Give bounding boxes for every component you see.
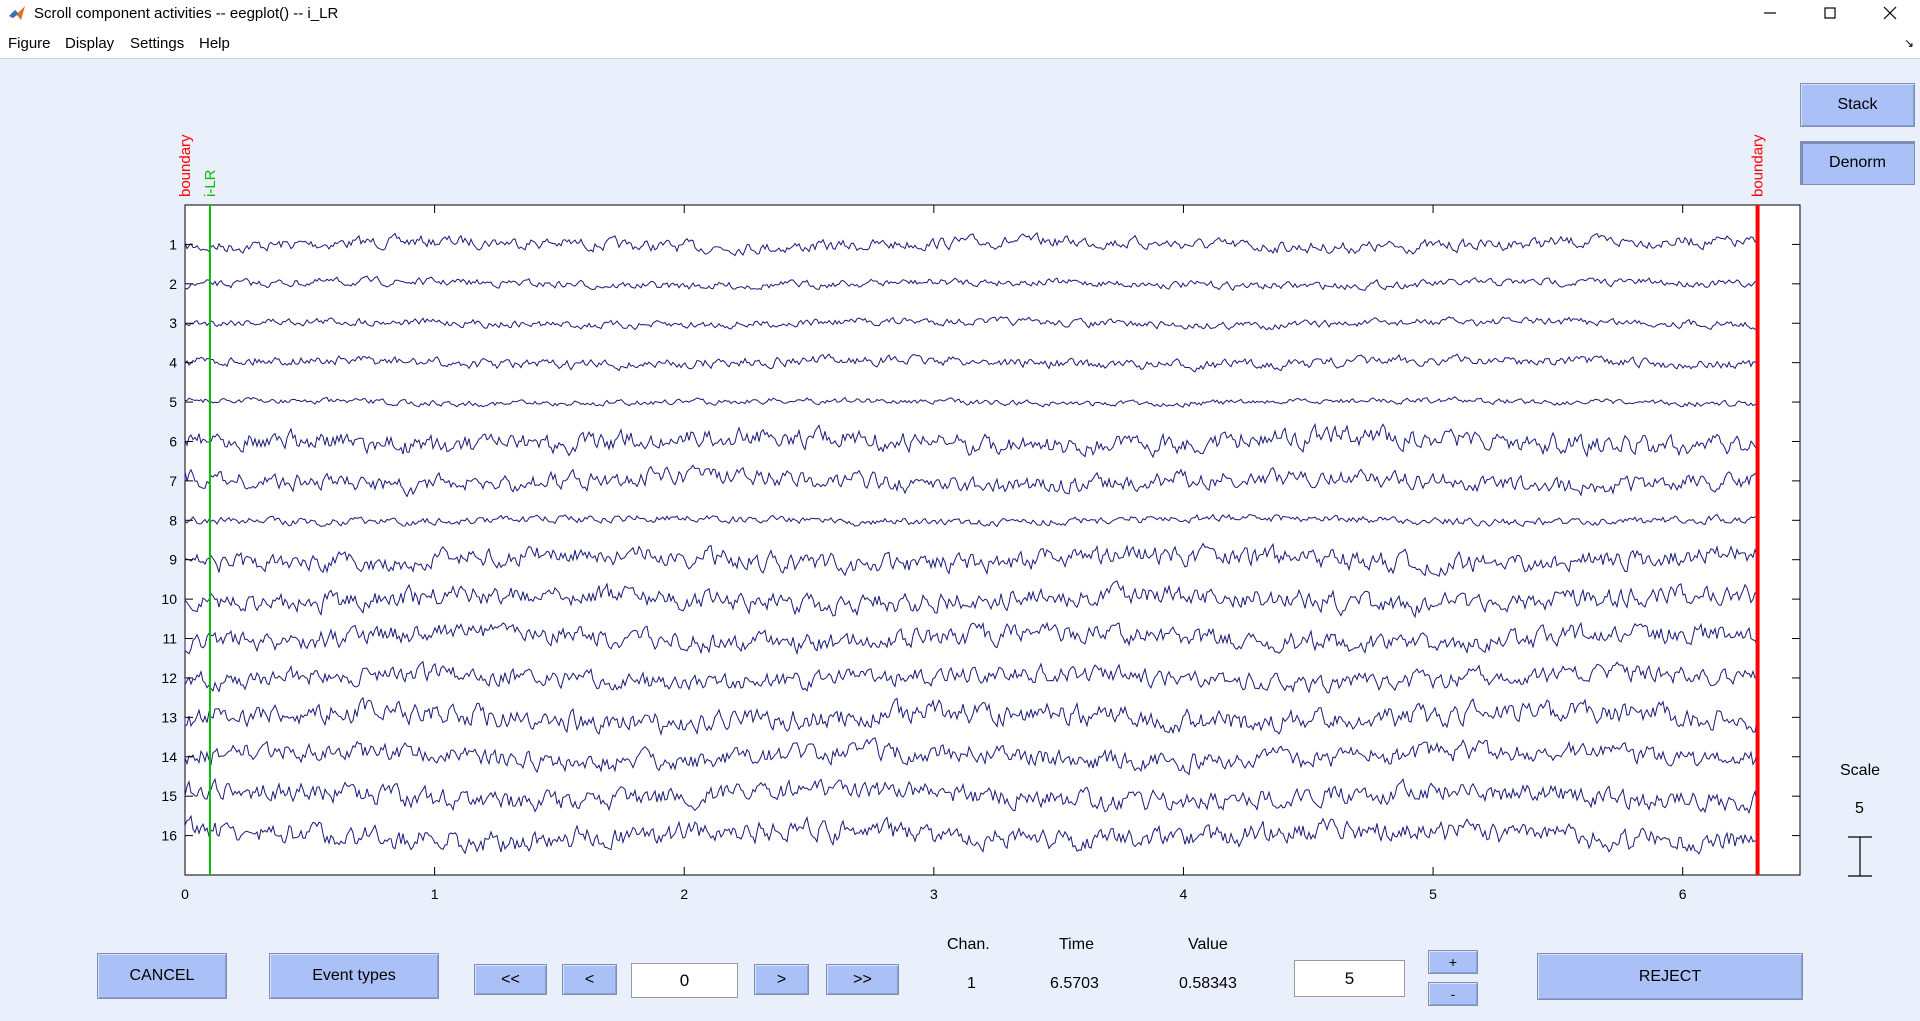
channel-trace: [184, 231, 1758, 257]
channel-label: 13: [161, 709, 177, 725]
window-title: Scroll component activities -- eegplot()…: [34, 4, 339, 22]
channel-trace: [184, 660, 1758, 694]
scroll-prev-button[interactable]: <: [562, 964, 617, 995]
event-types-button[interactable]: Event types: [269, 953, 439, 999]
channel-trace: [184, 580, 1758, 619]
scale-value: 5: [1855, 800, 1864, 817]
channel-label: 7: [169, 473, 177, 489]
minimize-icon: [1764, 12, 1776, 14]
channel-trace: [184, 316, 1758, 331]
channel-label: 12: [161, 670, 177, 686]
x-tick-label: 2: [680, 886, 688, 902]
channel-trace: [184, 737, 1758, 776]
title-bar: Scroll component activities -- eegplot()…: [0, 0, 1920, 26]
maximize-button[interactable]: [1800, 0, 1860, 26]
position-input[interactable]: 0: [631, 963, 738, 998]
x-tick-label: 5: [1429, 886, 1437, 902]
matlab-logo-icon: [9, 6, 25, 20]
channel-trace: [184, 814, 1758, 855]
plot-area[interactable]: [184, 204, 1801, 876]
channel-trace: [184, 542, 1758, 577]
time-value: 6.5703: [1050, 975, 1099, 992]
channel-trace: [184, 513, 1758, 528]
spacing-minus-button[interactable]: -: [1428, 982, 1478, 1006]
channel-trace: [184, 275, 1758, 292]
reject-button[interactable]: REJECT: [1537, 953, 1803, 1000]
menu-bar: Figure Display Settings Help ↘: [0, 26, 1920, 59]
channel-trace: [184, 422, 1758, 459]
channel-trace: [184, 353, 1758, 373]
spacing-input[interactable]: 5: [1294, 960, 1405, 997]
chan-header: Chan.: [947, 936, 990, 953]
denorm-button[interactable]: Denorm: [1800, 141, 1915, 185]
value-header: Value: [1188, 936, 1228, 953]
channel-label: 9: [169, 552, 177, 568]
menu-help[interactable]: Help: [199, 35, 230, 52]
time-header: Time: [1059, 936, 1094, 953]
scroll-first-button[interactable]: <<: [474, 964, 547, 995]
channel-label: 4: [169, 355, 177, 371]
event-label: boundary: [177, 134, 194, 197]
menu-settings[interactable]: Settings: [130, 35, 185, 52]
channel-trace: [184, 621, 1758, 656]
menu-display[interactable]: Display: [65, 35, 115, 52]
minimize-button[interactable]: [1740, 0, 1800, 26]
scale-bar-icon: [1848, 836, 1872, 877]
cancel-button[interactable]: CANCEL: [97, 953, 227, 999]
x-tick-label: 0: [181, 886, 189, 902]
channel-label: 5: [169, 394, 177, 410]
channel-label: 6: [169, 433, 177, 449]
channel-trace: [184, 396, 1758, 408]
spacing-plus-button[interactable]: +: [1428, 950, 1478, 974]
event-label: boundary: [1750, 134, 1767, 197]
undock-arrow-icon[interactable]: ↘: [1903, 36, 1914, 50]
channel-label: 2: [169, 276, 177, 292]
channel-label: 3: [169, 315, 177, 331]
channel-label: 8: [169, 512, 177, 528]
channel-trace: [184, 464, 1758, 498]
channel-trace: [184, 696, 1758, 736]
channel-trace: [184, 777, 1758, 815]
x-tick-label: 1: [431, 886, 439, 902]
channel-label: 10: [161, 591, 177, 607]
close-icon: [1883, 6, 1897, 20]
maximize-icon: [1824, 7, 1836, 19]
channel-label: 14: [161, 749, 177, 765]
x-tick-label: 3: [930, 886, 938, 902]
close-button[interactable]: [1860, 0, 1920, 26]
channel-label: 1: [169, 236, 177, 252]
menu-figure[interactable]: Figure: [8, 35, 51, 52]
x-tick-label: 6: [1679, 886, 1687, 902]
channel-label: 15: [161, 788, 177, 804]
scale-label: Scale: [1840, 762, 1881, 779]
chan-value: 1: [967, 975, 976, 992]
x-tick-label: 4: [1180, 886, 1188, 902]
stack-button[interactable]: Stack: [1800, 83, 1915, 127]
scroll-last-button[interactable]: >>: [826, 964, 899, 995]
channel-label: 11: [162, 631, 177, 647]
event-label: i-LR: [202, 169, 219, 197]
scroll-next-button[interactable]: >: [754, 964, 809, 995]
channel-label: 16: [161, 828, 177, 844]
value-readout: 0.58343: [1179, 975, 1237, 992]
